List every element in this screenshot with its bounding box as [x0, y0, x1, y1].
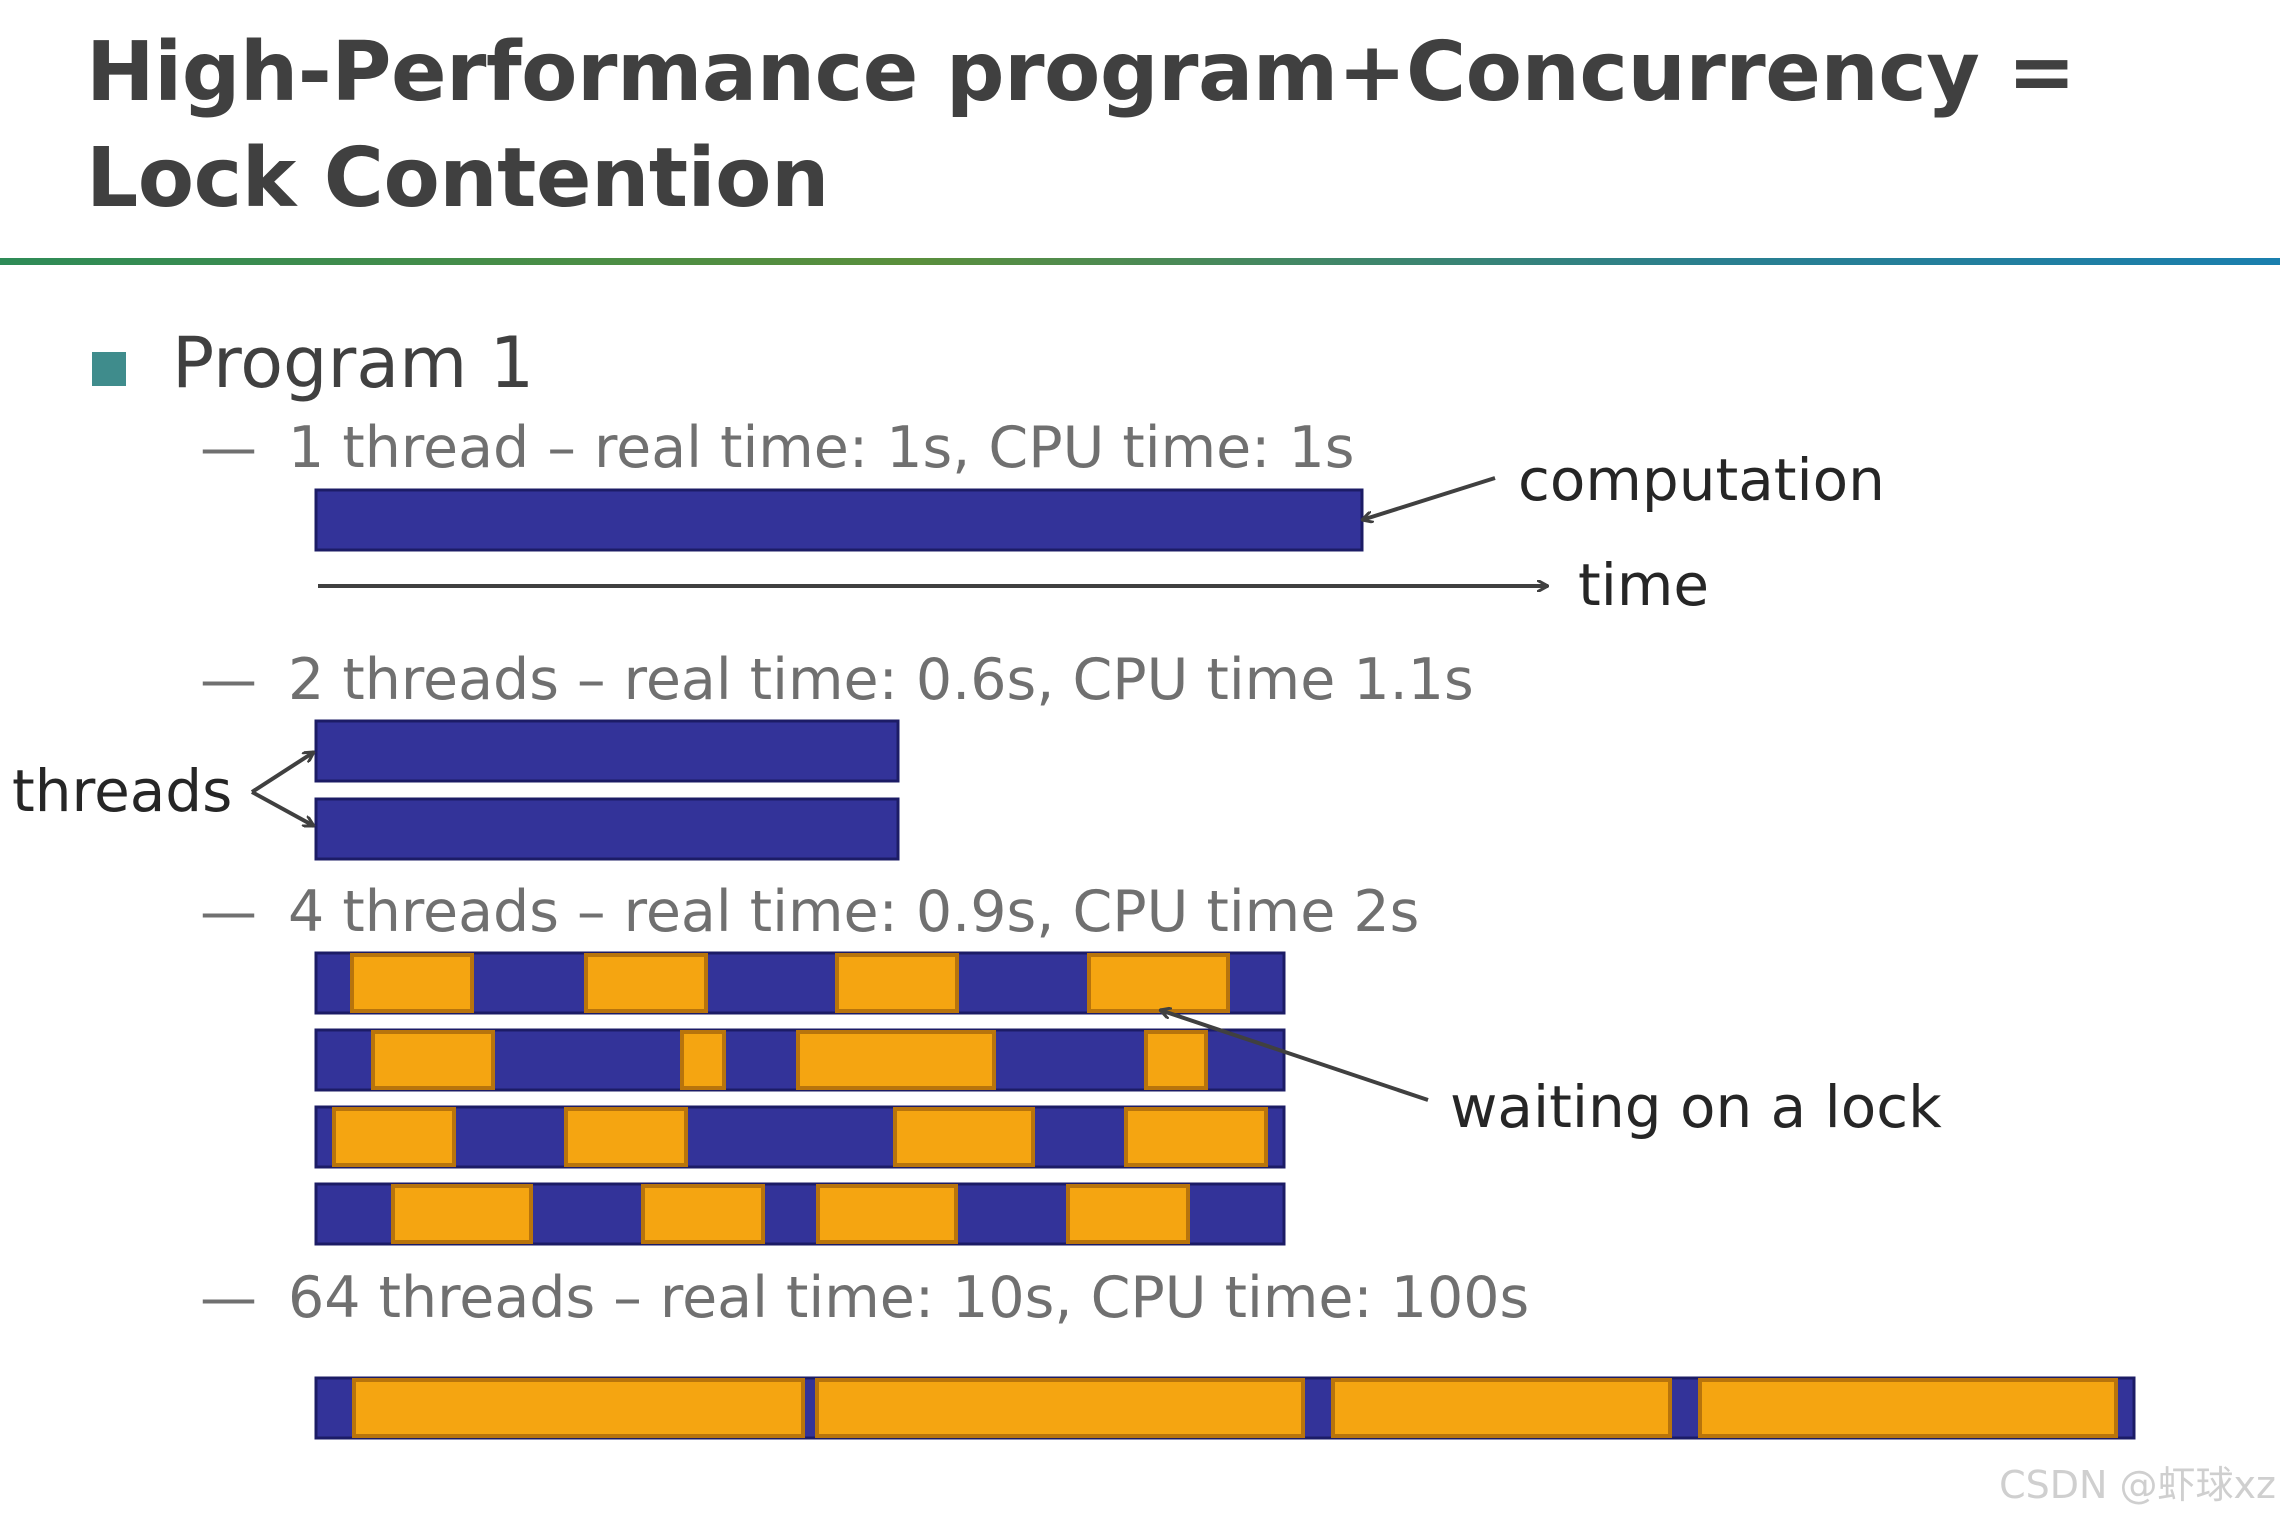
bar-4-threads-c-wait-segment-2 [564, 1107, 688, 1167]
bar-4-threads-c-wait-segment-3 [893, 1107, 1035, 1167]
bar-4-threads-a-wait-segment-2 [584, 953, 708, 1013]
bar-4-threads-b-wait-segment-3 [796, 1030, 996, 1090]
sub-item-64-threads: — 64 threads – real time: 10s, CPU time: … [200, 1263, 1529, 1333]
bar-4-threads-d-wait-segment-2 [641, 1184, 765, 1244]
bar-4-threads-b-wait-segment-1 [371, 1030, 495, 1090]
title-line-1: High-Performance program+Concurrency = [86, 25, 2076, 120]
bar-64-threads-wait-segment-3 [1331, 1378, 1672, 1438]
label-threads: threads [12, 757, 233, 825]
sub-item-4-threads: — 4 threads – real time: 0.9s, CPU time 2… [200, 877, 1419, 947]
label-waiting-on-lock: waiting on a lock [1450, 1073, 1942, 1141]
bar-4-threads-a-wait-segment-4 [1087, 953, 1230, 1013]
dash-icon: — [200, 647, 257, 713]
square-bullet-icon [92, 352, 126, 386]
dash-icon: — [200, 415, 257, 481]
timeline-bars [314, 488, 2136, 1440]
label-time: time [1578, 551, 1710, 619]
label-computation: computation [1518, 446, 1885, 514]
bar-4-threads-b-wait-segment-2 [680, 1030, 726, 1090]
bar-4-threads-a-wait-segment-3 [835, 953, 959, 1013]
threads-pointer-arrow-upper [250, 752, 314, 794]
bar-1-thread-computation [314, 488, 1364, 552]
bar-2-threads-a-computation [314, 719, 900, 783]
title-divider [0, 258, 2280, 265]
slide-title: High-Performance program+Concurrency = L… [86, 20, 2076, 232]
sub-item-text: 2 threads – real time: 0.6s, CPU time 1.… [288, 647, 1474, 713]
waiting-pointer-arrow [1160, 1010, 1429, 1102]
sub-item-text: 64 threads – real time: 10s, CPU time: 1… [288, 1265, 1530, 1331]
threads-pointer-arrow-lower [251, 790, 314, 828]
computation-pointer-arrow [1362, 476, 1496, 520]
bar-4-threads-d-wait-segment-1 [391, 1184, 533, 1244]
dash-icon: — [200, 879, 257, 945]
bar-4-threads-a-wait-segment-1 [350, 953, 474, 1013]
sub-item-2-threads: — 2 threads – real time: 0.6s, CPU time 1… [200, 645, 1474, 715]
bar-4-threads-c-computation [314, 1105, 1286, 1169]
sub-item-text: 4 threads – real time: 0.9s, CPU time 2s [288, 879, 1420, 945]
bar-64-threads-wait-segment-4 [1698, 1378, 2118, 1438]
bullet-heading: Program 1 [172, 322, 535, 404]
dash-icon: — [200, 1265, 257, 1331]
sub-item-1-thread: — 1 thread – real time: 1s, CPU time: 1s [200, 413, 1354, 483]
bar-4-threads-b-wait-segment-4 [1144, 1030, 1208, 1090]
title-line-2: Lock Contention [86, 131, 829, 226]
bar-4-threads-d-wait-segment-3 [816, 1184, 958, 1244]
watermark: CSDN @虾球xz [1999, 1463, 2276, 1507]
bar-4-threads-c-wait-segment-4 [1124, 1107, 1268, 1167]
bar-2-threads-b-computation [314, 797, 900, 861]
bar-4-threads-c-wait-segment-1 [332, 1107, 456, 1167]
bar-4-threads-d-wait-segment-4 [1066, 1184, 1190, 1244]
sub-item-text: 1 thread – real time: 1s, CPU time: 1s [288, 415, 1355, 481]
bar-64-threads-wait-segment-1 [352, 1378, 805, 1438]
bar-64-threads-wait-segment-2 [815, 1378, 1305, 1438]
